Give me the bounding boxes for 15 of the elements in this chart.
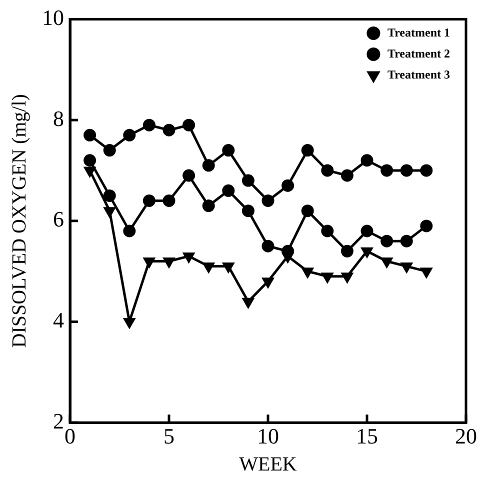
x-tick-label: 5 — [164, 424, 174, 449]
legend-label: Treatment 2 — [387, 46, 450, 60]
legend-label: Treatment 1 — [387, 25, 450, 40]
legend-label: Treatment 3 — [387, 67, 450, 82]
x-tick-label: 15 — [356, 424, 378, 449]
y-tick-label: 6 — [53, 206, 64, 232]
x-tick-label: 10 — [257, 424, 279, 449]
y-tick-label: 10 — [42, 4, 64, 30]
x-tick-label: 20 — [455, 424, 477, 449]
x-axis-title: WEEK — [239, 453, 298, 476]
y-tick-label: 8 — [53, 106, 64, 131]
x-tick-label: 0 — [64, 424, 76, 449]
y-tick-label: 2 — [53, 408, 64, 434]
y-tick-label: 4 — [53, 308, 64, 333]
y-axis-title: DISSOLVED OXYGEN (mg/l) — [8, 94, 30, 348]
